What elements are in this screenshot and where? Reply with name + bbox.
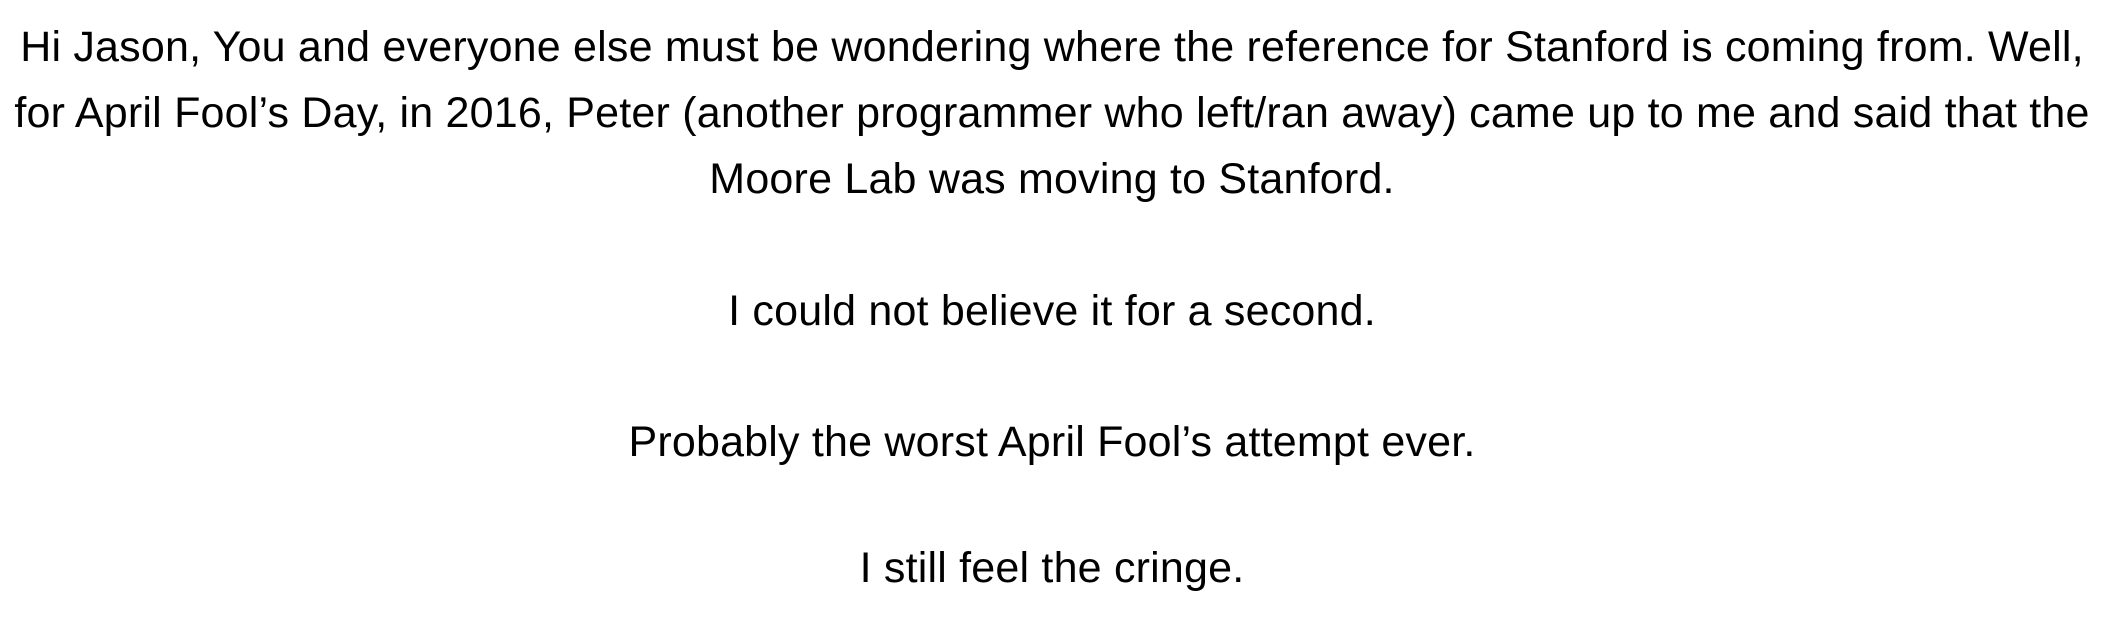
paragraph-intro: Hi Jason, You and everyone else must be … (14, 23, 2090, 203)
paragraph-gap (0, 212, 2104, 278)
paragraph-disbelief: I could not believe it for a second. (728, 287, 1376, 335)
document-body: Hi Jason, You and everyone else must be … (0, 14, 2104, 601)
paragraph-gap (0, 344, 2104, 409)
paragraph-worst-attempt: Probably the worst April Fool’s attempt … (628, 418, 1476, 466)
paragraph-cringe: I still feel the cringe. (859, 544, 1245, 592)
paragraph-gap (0, 475, 2104, 535)
